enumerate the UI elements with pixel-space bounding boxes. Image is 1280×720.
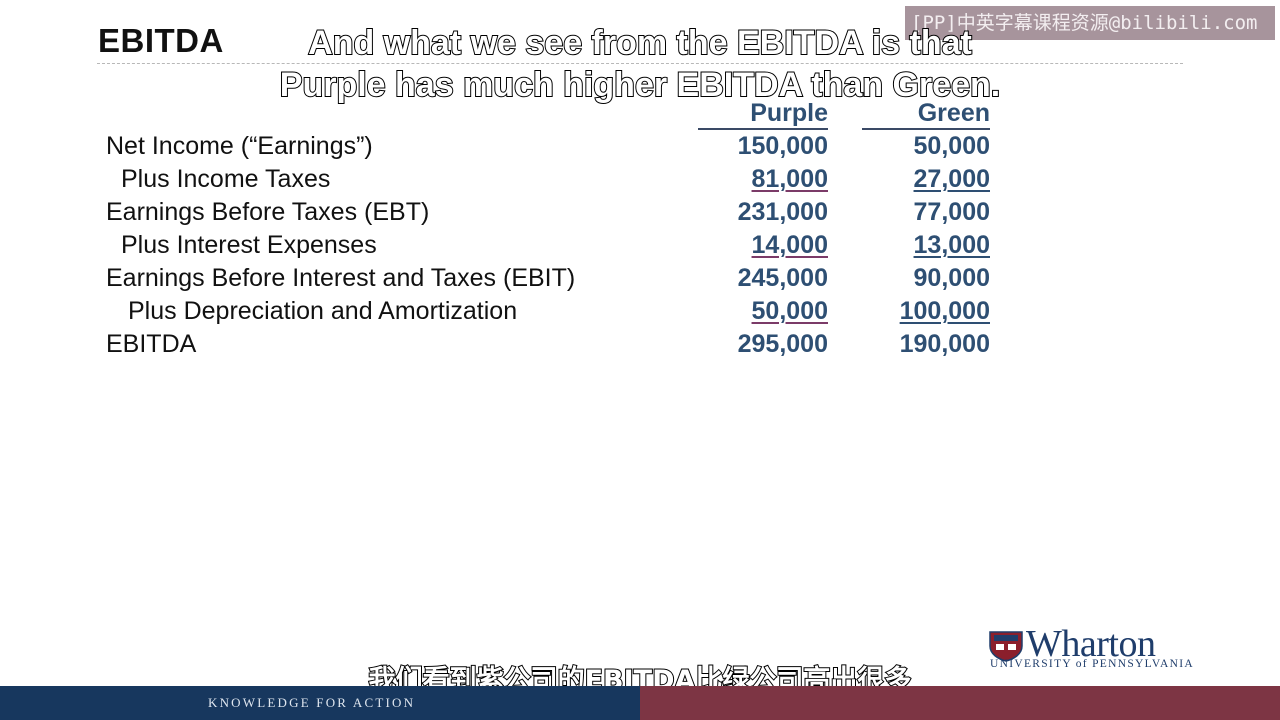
value-purple: 150,000 (737, 132, 828, 160)
subtitle-english-line-1: And what we see from the EBITDA is that (307, 23, 973, 63)
value-green: 90,000 (913, 264, 990, 292)
column-header-green: Green (917, 99, 990, 127)
watermark: [PP]中英字幕课程资源@bilibili.com (905, 6, 1275, 40)
value-green: 77,000 (913, 198, 990, 226)
value-purple: 231,000 (737, 198, 828, 226)
table-row-net-income: Net Income (“Earnings”) 150,000 50,000 (0, 132, 1280, 165)
value-green: 13,000 (852, 231, 990, 260)
value-purple: 245,000 (737, 264, 828, 292)
value-purple-text: 81,000 (751, 165, 828, 193)
shield-icon (989, 631, 1023, 662)
slide-title: EBITDA (98, 22, 224, 59)
value-green: 27,000 (852, 165, 990, 194)
row-label: Plus Depreciation and Amortization (128, 297, 518, 325)
footer-tagline: KNOWLEDGE FOR ACTION (208, 695, 416, 710)
value-purple: 14,000 (690, 231, 828, 260)
logo-subtitle: UNIVERSITY of PENNSYLVANIA (990, 658, 1194, 670)
title-divider (97, 63, 1183, 64)
footer-bar-blue (0, 686, 640, 720)
table-row-ebt: Earnings Before Taxes (EBT) 231,000 77,0… (0, 198, 1280, 231)
row-label: Plus Income Taxes (121, 165, 331, 193)
footer-bar-red (640, 686, 1280, 720)
value-green-text: 27,000 (913, 165, 990, 193)
table-row-ebit: Earnings Before Interest and Taxes (EBIT… (0, 264, 1280, 297)
header-rule-purple (698, 128, 828, 130)
value-purple-text: 14,000 (751, 231, 828, 259)
value-green: 100,000 (852, 297, 990, 326)
value-green: 50,000 (913, 132, 990, 160)
logo-wordmark: Wharton (1026, 623, 1156, 665)
value-green: 190,000 (899, 330, 990, 358)
row-label: EBITDA (106, 330, 197, 358)
value-purple: 50,000 (690, 297, 828, 326)
table-row-interest-expenses: Plus Interest Expenses 14,000 13,000 (0, 231, 1280, 264)
subtitle-english-line-2: Purple has much higher EBITDA than Green… (279, 65, 1001, 105)
row-label: Earnings Before Taxes (EBT) (106, 198, 430, 226)
row-label: Earnings Before Interest and Taxes (EBIT… (106, 264, 576, 292)
table-row-ebitda: EBITDA 295,000 190,000 (0, 330, 1280, 363)
value-purple: 81,000 (690, 165, 828, 194)
row-label: Plus Interest Expenses (121, 231, 377, 259)
table-row-depreciation: Plus Depreciation and Amortization 50,00… (0, 297, 1280, 330)
value-purple-text: 50,000 (751, 297, 828, 325)
header-rule-green (862, 128, 990, 130)
column-header-purple: Purple (750, 99, 828, 127)
wharton-logo: Wharton UNIVERSITY of PENNSYLVANIA (988, 623, 1194, 672)
table-row-income-taxes: Plus Income Taxes 81,000 27,000 (0, 165, 1280, 198)
row-label: Net Income (“Earnings”) (106, 132, 373, 160)
value-purple: 295,000 (737, 330, 828, 358)
value-green-text: 13,000 (913, 231, 990, 259)
value-green-text: 100,000 (899, 297, 990, 325)
